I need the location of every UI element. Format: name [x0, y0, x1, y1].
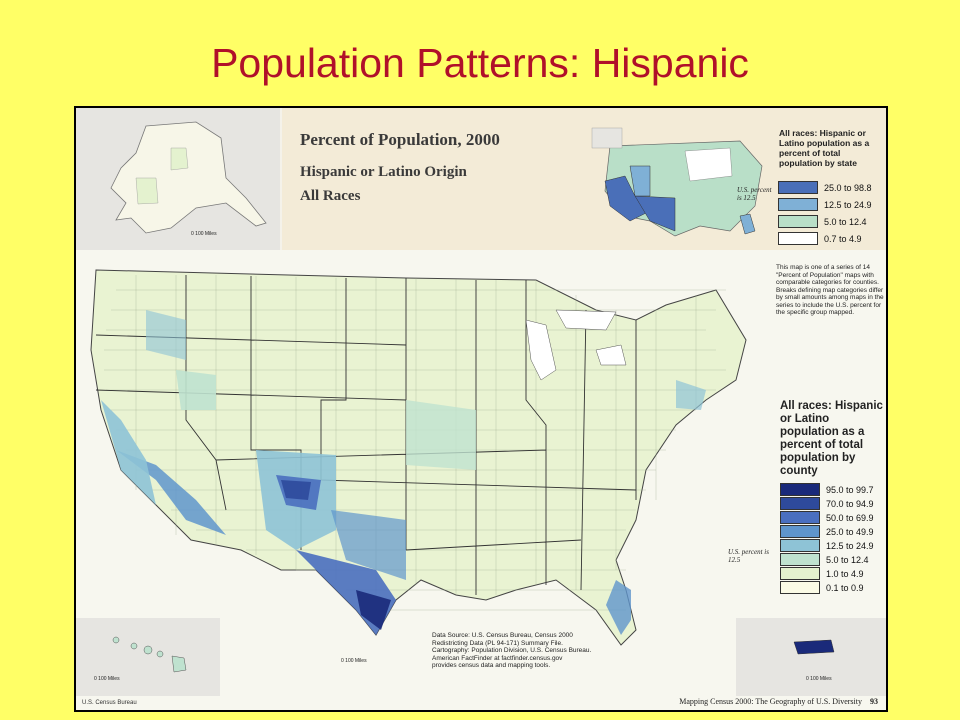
state-legend-swatch — [778, 215, 818, 228]
pr-scale: 0 100 Miles — [806, 676, 832, 682]
map-subtitle: Hispanic or Latino Origin — [300, 164, 467, 180]
county-legend-row: 12.5 to 24.9 — [780, 538, 874, 553]
county-legend-label: 5.0 to 12.4 — [826, 554, 869, 565]
map-title: Percent of Population, 2000 — [300, 130, 500, 149]
state-legend-label: 5.0 to 12.4 — [824, 216, 867, 227]
county-legend-title: All races: Hispanic or Latino population… — [780, 400, 883, 477]
alaska-scale: 0 100 Miles — [191, 231, 217, 237]
county-legend-label: 70.0 to 94.9 — [826, 498, 874, 509]
alaska-shape — [110, 121, 267, 234]
state-legend-swatch — [778, 181, 818, 194]
puerto-rico-shape — [793, 639, 835, 655]
county-legend-swatch — [780, 581, 820, 594]
county-legend-swatch — [780, 511, 820, 524]
state-legend-label: 25.0 to 98.8 — [824, 182, 872, 193]
state-legend-swatch — [778, 232, 818, 245]
county-legend-row: 70.0 to 94.9 — [780, 496, 874, 511]
county-legend-swatch — [780, 497, 820, 510]
state-legend-row: 5.0 to 12.4 — [778, 214, 867, 229]
county-legend-swatch — [780, 567, 820, 580]
main-scale: 0 100 Miles — [341, 658, 367, 664]
county-legend-swatch — [780, 525, 820, 538]
county-legend-row: 25.0 to 49.9 — [780, 524, 874, 539]
county-legend-row: 95.0 to 99.7 — [780, 482, 874, 497]
state-legend-swatch — [778, 198, 818, 211]
map-subtitle-2: All Races — [300, 188, 361, 204]
footer-title: Mapping Census 2000: The Geography of U.… — [679, 697, 862, 706]
state-map — [591, 127, 763, 237]
state-legend-row: 0.7 to 4.9 — [778, 231, 862, 246]
county-legend-swatch — [780, 483, 820, 496]
state-legend-label: 0.7 to 4.9 — [824, 233, 862, 244]
us-county-map — [90, 269, 747, 646]
county-legend-label: 50.0 to 69.9 — [826, 512, 874, 523]
county-legend-row: 0.1 to 0.9 — [780, 580, 864, 595]
hawaii-shape — [112, 636, 187, 673]
slide-title: Population Patterns: Hispanic — [211, 40, 749, 86]
page-number: 93 — [870, 697, 878, 706]
county-legend-label: 12.5 to 24.9 — [826, 540, 874, 551]
county-us-percent: U.S. percent is 12.5 — [728, 548, 769, 564]
series-note: This map is one of a series of 14 "Perce… — [776, 264, 884, 316]
footer-right: Mapping Census 2000: The Geography of U.… — [679, 697, 878, 706]
data-source: Data Source: U.S. Census Bureau, Census … — [432, 632, 632, 670]
census-map: 0 100 Miles Percent of Population, 2000 … — [74, 106, 888, 712]
county-legend-swatch — [780, 553, 820, 566]
county-legend-row: 50.0 to 69.9 — [780, 510, 874, 525]
source-line: Redistricting Data (PL 94-171) Summary F… — [432, 639, 563, 647]
county-legend-label: 25.0 to 49.9 — [826, 526, 874, 537]
map-header: Percent of Population, 2000 Hispanic or … — [282, 108, 886, 250]
county-legend-label: 0.1 to 0.9 — [826, 582, 864, 593]
county-legend-label: 1.0 to 4.9 — [826, 568, 864, 579]
alaska-inset: 0 100 Miles — [76, 108, 280, 250]
hawaii-scale: 0 100 Miles — [94, 676, 120, 682]
state-legend-row: 12.5 to 24.9 — [778, 197, 872, 212]
county-legend-swatch — [780, 539, 820, 552]
footer-left: U.S. Census Bureau — [82, 700, 137, 706]
source-line: American FactFinder at factfinder.census… — [432, 654, 563, 662]
state-legend-title: All races: Hispanic or Latino population… — [779, 128, 870, 168]
puerto-rico-inset: 0 100 Miles — [736, 618, 886, 696]
hawaii-inset: 0 100 Miles — [76, 618, 220, 696]
state-legend-row: 25.0 to 98.8 — [778, 180, 872, 195]
state-legend-label: 12.5 to 24.9 — [824, 199, 872, 210]
county-legend-label: 95.0 to 99.7 — [826, 484, 874, 495]
county-legend-row: 1.0 to 4.9 — [780, 566, 864, 581]
source-line: Data Source: U.S. Census Bureau, Census … — [432, 632, 573, 639]
state-us-percent: U.S. percent is 12.5 — [737, 186, 772, 202]
source-line: Cartography: Population Division, U.S. C… — [432, 647, 592, 654]
county-legend-row: 5.0 to 12.4 — [780, 552, 869, 567]
source-line: provides census data and mapping tools. — [432, 662, 551, 669]
